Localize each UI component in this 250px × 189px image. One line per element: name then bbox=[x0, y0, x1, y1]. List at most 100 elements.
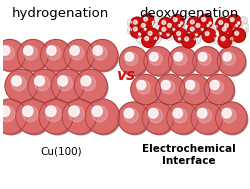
Circle shape bbox=[144, 28, 146, 30]
Circle shape bbox=[0, 42, 26, 72]
Circle shape bbox=[197, 108, 206, 118]
Circle shape bbox=[226, 19, 235, 28]
Circle shape bbox=[216, 47, 244, 75]
Circle shape bbox=[239, 29, 241, 31]
Circle shape bbox=[173, 52, 182, 61]
Circle shape bbox=[92, 106, 102, 116]
Circle shape bbox=[148, 31, 152, 35]
Circle shape bbox=[170, 26, 178, 35]
Circle shape bbox=[212, 23, 220, 32]
Circle shape bbox=[124, 52, 137, 65]
Circle shape bbox=[152, 21, 154, 24]
Circle shape bbox=[198, 14, 212, 28]
Circle shape bbox=[133, 20, 137, 24]
Circle shape bbox=[222, 52, 234, 65]
Circle shape bbox=[172, 108, 186, 123]
Circle shape bbox=[229, 18, 233, 22]
Circle shape bbox=[81, 76, 90, 86]
Circle shape bbox=[152, 29, 154, 31]
Circle shape bbox=[142, 102, 173, 134]
Circle shape bbox=[145, 49, 172, 76]
Circle shape bbox=[167, 23, 171, 27]
Circle shape bbox=[220, 37, 224, 41]
Circle shape bbox=[237, 22, 239, 24]
Circle shape bbox=[237, 27, 246, 36]
Circle shape bbox=[192, 20, 206, 34]
Circle shape bbox=[234, 20, 243, 29]
Circle shape bbox=[228, 35, 236, 44]
Circle shape bbox=[186, 26, 188, 28]
Circle shape bbox=[218, 24, 232, 38]
Circle shape bbox=[206, 77, 234, 105]
Circle shape bbox=[129, 28, 131, 30]
Circle shape bbox=[190, 27, 194, 31]
Circle shape bbox=[198, 52, 210, 65]
Circle shape bbox=[221, 108, 230, 118]
Circle shape bbox=[5, 69, 38, 102]
Circle shape bbox=[215, 17, 229, 31]
Circle shape bbox=[225, 33, 228, 36]
Circle shape bbox=[161, 21, 165, 24]
Circle shape bbox=[68, 106, 79, 116]
Circle shape bbox=[217, 34, 231, 48]
Circle shape bbox=[204, 32, 208, 36]
Circle shape bbox=[161, 27, 165, 31]
Circle shape bbox=[64, 40, 94, 71]
Circle shape bbox=[201, 29, 215, 43]
Circle shape bbox=[217, 104, 247, 135]
Circle shape bbox=[144, 36, 148, 40]
Circle shape bbox=[51, 69, 84, 102]
Circle shape bbox=[85, 99, 119, 134]
Circle shape bbox=[221, 108, 235, 123]
Circle shape bbox=[34, 76, 49, 91]
Circle shape bbox=[186, 17, 200, 31]
Circle shape bbox=[152, 24, 154, 27]
Circle shape bbox=[204, 22, 212, 31]
Circle shape bbox=[178, 38, 180, 40]
Circle shape bbox=[210, 17, 220, 26]
Circle shape bbox=[168, 47, 196, 75]
Circle shape bbox=[230, 26, 239, 35]
Circle shape bbox=[195, 23, 199, 27]
Circle shape bbox=[172, 108, 182, 118]
Circle shape bbox=[229, 21, 231, 23]
Circle shape bbox=[213, 30, 222, 40]
Circle shape bbox=[141, 33, 155, 47]
Circle shape bbox=[240, 19, 242, 21]
Circle shape bbox=[198, 52, 206, 61]
Circle shape bbox=[184, 37, 188, 41]
Circle shape bbox=[58, 76, 67, 86]
Circle shape bbox=[206, 27, 215, 36]
Circle shape bbox=[54, 72, 84, 103]
Circle shape bbox=[240, 23, 249, 32]
Circle shape bbox=[138, 37, 140, 40]
Circle shape bbox=[138, 33, 140, 35]
Circle shape bbox=[66, 42, 95, 72]
Circle shape bbox=[200, 21, 202, 23]
Circle shape bbox=[208, 22, 210, 24]
Circle shape bbox=[136, 80, 150, 94]
Circle shape bbox=[132, 25, 134, 27]
Circle shape bbox=[186, 19, 188, 21]
Circle shape bbox=[218, 49, 245, 76]
Circle shape bbox=[46, 46, 56, 55]
Circle shape bbox=[149, 52, 157, 61]
Circle shape bbox=[24, 46, 33, 55]
Circle shape bbox=[0, 40, 25, 71]
Circle shape bbox=[39, 99, 73, 134]
Circle shape bbox=[222, 27, 225, 31]
Circle shape bbox=[173, 29, 187, 43]
Circle shape bbox=[127, 19, 136, 28]
Circle shape bbox=[185, 80, 194, 90]
Circle shape bbox=[12, 76, 26, 91]
Circle shape bbox=[86, 40, 117, 71]
Circle shape bbox=[155, 74, 184, 105]
Circle shape bbox=[148, 108, 162, 123]
Circle shape bbox=[158, 17, 167, 26]
Circle shape bbox=[193, 104, 222, 135]
Circle shape bbox=[40, 40, 71, 71]
Circle shape bbox=[43, 42, 72, 72]
Circle shape bbox=[181, 34, 195, 48]
Circle shape bbox=[22, 106, 33, 116]
Circle shape bbox=[130, 23, 139, 32]
